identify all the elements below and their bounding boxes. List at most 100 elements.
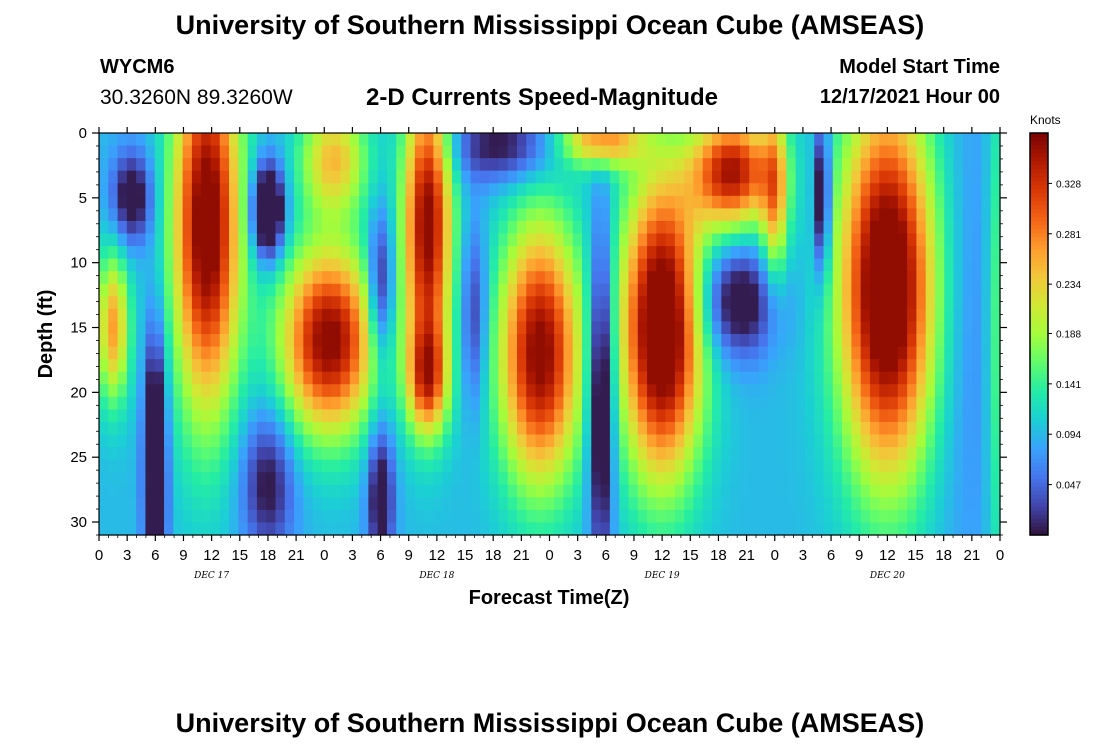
heatmap-cell: [136, 183, 147, 197]
heatmap-cell: [554, 497, 565, 511]
heatmap-cell: [888, 359, 899, 373]
heatmap-cell: [108, 472, 119, 486]
heatmap-cell: [145, 158, 156, 172]
heatmap-cell: [777, 321, 787, 335]
heatmap-cell: [842, 334, 852, 348]
heatmap-cell: [647, 396, 657, 410]
heatmap-cell: [498, 447, 509, 461]
heatmap-cell: [108, 145, 119, 159]
heatmap-cell: [786, 220, 797, 235]
heatmap-cell: [804, 233, 815, 247]
heatmap-cell: [442, 308, 453, 323]
heatmap-cell: [916, 359, 927, 373]
heatmap-cell: [702, 195, 713, 209]
heatmap-cell: [461, 434, 472, 448]
heatmap-cell: [767, 472, 778, 486]
heatmap-cell: [767, 359, 778, 373]
heatmap-cell: [786, 346, 797, 360]
heatmap-cell: [674, 334, 685, 348]
heatmap-cell: [609, 384, 620, 398]
heatmap-cell: [507, 321, 518, 335]
heatmap-cell: [229, 321, 239, 335]
heatmap-cell: [721, 321, 732, 335]
heatmap-cell: [962, 409, 973, 423]
heatmap-cell: [842, 296, 852, 310]
heatmap-cell: [767, 183, 778, 197]
heatmap-cell: [442, 283, 453, 297]
heatmap-cell: [191, 133, 202, 147]
heatmap-cell: [749, 308, 760, 323]
heatmap-cell: [164, 170, 174, 184]
heatmap-cell: [777, 421, 787, 436]
heatmap-cell: [916, 346, 927, 360]
heatmap-cell: [777, 246, 787, 260]
heatmap-cell: [823, 434, 834, 448]
heatmap-cell: [99, 258, 109, 272]
heatmap-cell: [860, 308, 871, 323]
heatmap-cell: [665, 459, 676, 473]
heatmap-cell: [284, 472, 295, 486]
heatmap-cell: [507, 371, 518, 385]
heatmap-cell: [563, 409, 574, 423]
heatmap-cell: [479, 346, 490, 360]
x-tick-label: 0: [771, 547, 779, 564]
heatmap-cell: [637, 434, 648, 448]
heatmap-cell: [572, 434, 583, 448]
heatmap-cell: [879, 447, 890, 461]
heatmap-cell: [433, 447, 444, 461]
heatmap-cell: [888, 258, 899, 272]
heatmap-cell: [758, 409, 769, 423]
heatmap-cell: [934, 208, 945, 222]
heatmap-cell: [368, 497, 379, 511]
heatmap-cell: [972, 484, 983, 498]
heatmap-cell: [368, 258, 379, 272]
heatmap-cell: [275, 170, 286, 184]
heatmap-cell: [414, 497, 425, 511]
heatmap-cell: [600, 409, 611, 423]
heatmap-cell: [108, 484, 119, 498]
heatmap-cell: [312, 346, 323, 360]
heatmap-cell: [256, 321, 267, 335]
heatmap-cell: [303, 321, 314, 335]
colorbar-segment: [1030, 229, 1048, 235]
heatmap-cell: [591, 233, 602, 247]
heatmap-cell: [516, 183, 527, 197]
heatmap-cell: [712, 334, 722, 348]
heatmap-cell: [229, 183, 239, 197]
heatmap-cell: [851, 195, 862, 209]
heatmap-cell: [210, 271, 221, 285]
heatmap-cell: [990, 509, 1001, 524]
heatmap-cell: [684, 497, 695, 511]
heatmap-cell: [451, 246, 462, 260]
heatmap-cell: [396, 308, 407, 323]
heatmap-cell: [647, 371, 657, 385]
heatmap-cell: [442, 334, 453, 348]
heatmap-cell: [953, 195, 964, 209]
heatmap-cell: [386, 296, 397, 310]
heatmap-cell: [99, 220, 109, 235]
heatmap-cell: [312, 208, 323, 222]
heatmap-cell: [981, 434, 992, 448]
heatmap-cell: [424, 195, 434, 209]
heatmap-cell: [888, 296, 899, 310]
heatmap-cell: [526, 183, 537, 197]
heatmap-cell: [814, 509, 825, 524]
heatmap-cell: [582, 334, 592, 348]
heatmap-cell: [702, 296, 713, 310]
heatmap-cell: [572, 208, 583, 222]
heatmap-cell: [368, 409, 379, 423]
heatmap-cell: [804, 434, 815, 448]
heatmap-cell: [795, 233, 806, 247]
heatmap-cell: [191, 271, 202, 285]
heatmap-cell: [414, 384, 425, 398]
heatmap-cell: [981, 509, 992, 524]
heatmap-cell: [693, 472, 704, 486]
heatmap-cell: [990, 246, 1001, 260]
heatmap-cell: [359, 220, 369, 235]
heatmap-cell: [414, 195, 425, 209]
heatmap-cell: [507, 334, 518, 348]
heatmap-cell: [516, 258, 527, 272]
heatmap-cell: [795, 447, 806, 461]
heatmap-cell: [814, 170, 825, 184]
colorbar-segment: [1030, 133, 1048, 138]
